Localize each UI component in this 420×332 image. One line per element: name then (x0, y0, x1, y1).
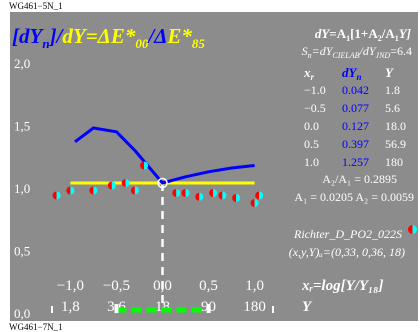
y-tick-labels: 2,0 1,5 1,0 0,5 0,0 (14, 56, 30, 321)
y-tick-label: 0,0 (14, 306, 30, 321)
table-header-x: xr (303, 65, 315, 82)
x-tick-label: −0,5 (103, 278, 130, 294)
marker-legend (408, 225, 417, 234)
scatter-marker (250, 199, 259, 207)
table-header-y: Y (385, 65, 394, 80)
reference-circle (157, 177, 168, 189)
table-cell-dy: 0.127 (342, 119, 369, 133)
x-tick-labels: −1,0−0,50,00,51,0 (57, 278, 264, 294)
scatter-marker (255, 191, 264, 200)
x-axis-title: xᵣ=log[Y/Y₁₈] (301, 278, 384, 294)
table-cell-y: 18.0 (385, 119, 406, 133)
plot-background (10, 12, 418, 321)
code-bottom: WG461−7N_1 (9, 322, 63, 332)
code-top: WG461−5N_1 (9, 1, 63, 11)
y-tick-label: 0,5 (14, 244, 30, 259)
ratio-a2-a1: A₂/A₁ = 0.2895 (322, 172, 397, 186)
scatter-marker (121, 179, 130, 187)
x-tick-label: 0,5 (199, 278, 218, 294)
chart-title: [dYn]/dY=ΔE*00/ΔE*85 (12, 24, 205, 51)
x-tick-label-y: 1,8 (61, 299, 80, 315)
table-cell-y: 1.8 (385, 83, 400, 97)
x-axis-unit-label: Y (302, 299, 313, 315)
scatter-marker (66, 186, 75, 195)
table-header-dy: dYn (342, 65, 361, 82)
scatter-marker (218, 191, 227, 200)
scatter-marker (52, 191, 61, 200)
formula-line-2: Sn=dYCIELAB/dYJND=6.4 (302, 44, 412, 60)
table-cell-dy: 0.397 (342, 137, 369, 151)
scatter-marker (232, 194, 241, 202)
value-table: −1.0 0.042 1.8 −0.5 0.077 5.6 0.0 0.127 18.0 0.5 0… (304, 83, 406, 169)
table-cell-x: −1.0 (304, 83, 326, 97)
xyy-note: (x,y,Y)ᵤ=(0,33, 0,36, 18) (289, 245, 405, 259)
table-cell-y: 5.6 (385, 101, 400, 115)
table-cell-dy: 0.042 (342, 83, 369, 97)
ratio-a-values: A₁ = 0.0205 A₂ = 0.0059 (294, 190, 414, 204)
x-tick-label: 1,0 (245, 278, 264, 294)
table-cell-x: 0.0 (304, 119, 319, 133)
y-tick-label: 2,0 (14, 56, 30, 71)
table-cell-y: 56.9 (385, 137, 406, 151)
table-cell-x: −0.5 (304, 101, 326, 115)
y-tick-label: 1,0 (14, 181, 30, 196)
scatter-marker (181, 189, 190, 197)
table-cell-y: 180 (385, 155, 403, 169)
scatter-marker (107, 181, 116, 190)
chart-marks (51, 126, 274, 313)
table-cell-x: 1.0 (304, 155, 319, 169)
blue-curve (74, 126, 255, 185)
formula-line-1: dY=A1[1+A2/A1Y] (315, 26, 411, 43)
scatter-marker (140, 161, 149, 170)
richter-note: Richter_D_PO2_022S (293, 227, 402, 241)
scatter-marker (130, 186, 139, 195)
scatter-marker (89, 186, 98, 195)
x-tick-label: −1,0 (57, 278, 84, 294)
x-tick-label-y: 180 (243, 299, 266, 315)
chart: [dYn]/dY=ΔE*00/ΔE*85 dY=A1[1+A2/A1Y] Sn=… (10, 12, 418, 321)
scatter-marker (195, 192, 204, 201)
table-cell-x: 0.5 (304, 137, 319, 151)
scatter-marker (209, 189, 218, 197)
scatter-marker (172, 189, 181, 197)
table-cell-dy: 1.257 (342, 155, 369, 169)
table-cell-dy: 0.077 (342, 101, 369, 115)
y-tick-label: 1,5 (14, 119, 30, 134)
